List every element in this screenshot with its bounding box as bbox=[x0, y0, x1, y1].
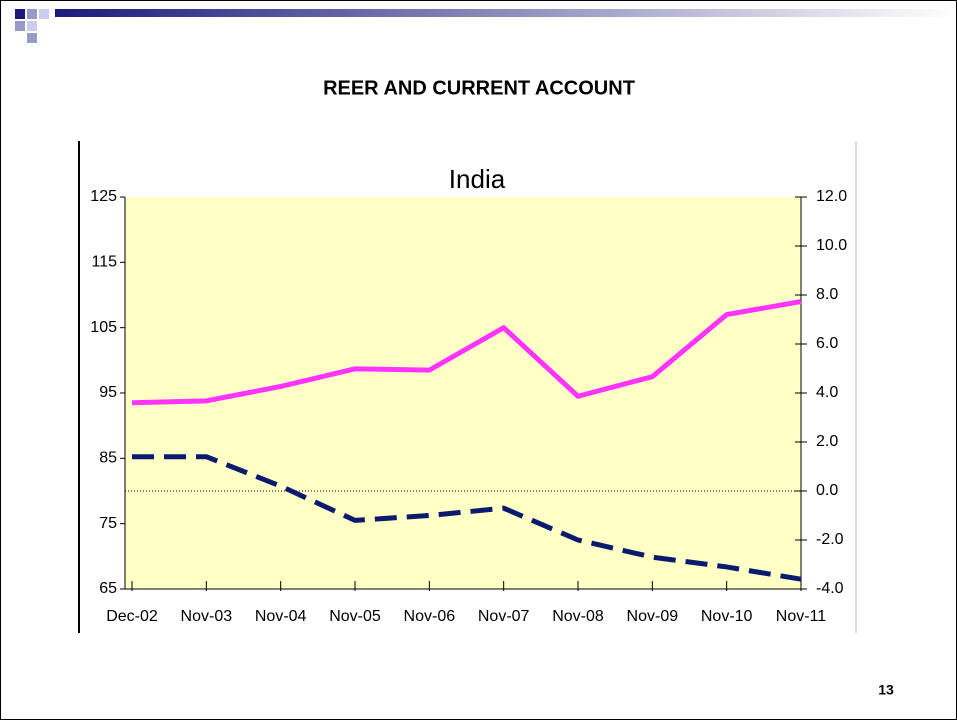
y-tick-label: 115 bbox=[91, 254, 117, 271]
decoration bbox=[15, 9, 955, 43]
y-tick-label: 125 bbox=[90, 188, 117, 205]
y2-tick-label: 8.0 bbox=[816, 286, 838, 303]
x-tick-label: Dec-02 bbox=[106, 608, 158, 625]
slide-title: REER AND CURRENT ACCOUNT bbox=[323, 77, 635, 99]
x-tick-label: Nov-05 bbox=[329, 608, 381, 625]
page-number: 13 bbox=[878, 682, 894, 698]
y2-tick-label: 0.0 bbox=[816, 482, 838, 499]
y2-tick-label: -4.0 bbox=[816, 580, 844, 597]
y2-tick-label: 4.0 bbox=[816, 384, 838, 401]
y2-tick-label: -2.0 bbox=[816, 531, 844, 548]
y2-tick-label: 6.0 bbox=[816, 335, 838, 352]
y2-tick-label: 10.0 bbox=[816, 237, 847, 254]
x-tick-label: Nov-07 bbox=[478, 608, 530, 625]
x-tick-label: Nov-10 bbox=[701, 608, 753, 625]
x-tick-label: Nov-03 bbox=[181, 608, 233, 625]
x-tick-label: Nov-06 bbox=[404, 608, 456, 625]
y-tick-label: 65 bbox=[99, 580, 117, 597]
x-tick-label: Nov-11 bbox=[776, 608, 826, 625]
y-tick-label: 75 bbox=[99, 515, 117, 532]
x-tick-label: Nov-09 bbox=[627, 608, 679, 625]
y-tick-label: 105 bbox=[90, 319, 117, 336]
line-series bbox=[131, 299, 802, 406]
line-series bbox=[132, 454, 802, 582]
x-tick-label: Nov-04 bbox=[255, 608, 307, 625]
y2-tick-label: 2.0 bbox=[816, 433, 838, 450]
plot-area bbox=[125, 197, 801, 589]
x-tick-label: Nov-08 bbox=[552, 608, 604, 625]
y-tick-label: 95 bbox=[99, 384, 117, 401]
chart-title: India bbox=[449, 164, 506, 194]
y-tick-label: 85 bbox=[99, 450, 117, 467]
y2-tick-label: 12.0 bbox=[816, 188, 847, 205]
